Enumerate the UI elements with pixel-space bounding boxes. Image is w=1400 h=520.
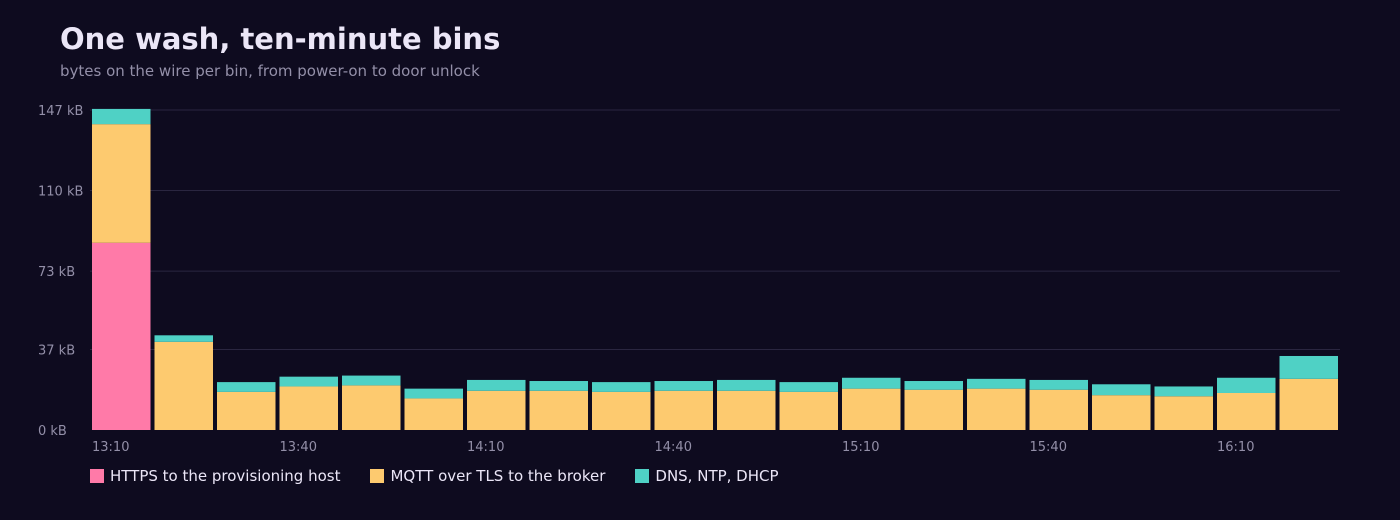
- bar-segment-1510-series-2[interactable]: [842, 377, 901, 389]
- chart-legend: HTTPS to the provisioning host MQTT over…: [90, 467, 809, 485]
- bar-segment-1310-series-1[interactable]: [92, 124, 151, 243]
- bar-segment-1430-series-2[interactable]: [592, 382, 651, 392]
- bar-segment-1320-series-1[interactable]: [154, 341, 214, 430]
- x-tick-label: 15:40: [1030, 440, 1067, 455]
- x-tick-label: 13:40: [280, 440, 317, 455]
- bar-segment-1540-series-2[interactable]: [1029, 379, 1089, 390]
- bar-segment-1610-series-2[interactable]: [1217, 377, 1276, 393]
- bar-segment-1330-series-2[interactable]: [217, 382, 276, 392]
- bar-segment-1410-series-1[interactable]: [467, 390, 526, 430]
- bar-segment-1340-series-1[interactable]: [279, 386, 339, 430]
- bar-segment-1500-series-1[interactable]: [779, 391, 839, 430]
- y-tick-label: 110 kB: [38, 185, 83, 200]
- bar-segment-1600-series-2[interactable]: [1154, 386, 1214, 397]
- y-tick-label: 0 kB: [38, 424, 67, 439]
- legend-label-mqtt: MQTT over TLS to the broker: [390, 467, 606, 485]
- bar-segment-1440-series-1[interactable]: [654, 390, 714, 430]
- bar-segment-1420-series-1[interactable]: [529, 390, 589, 430]
- y-tick-label: 147 kB: [38, 104, 83, 119]
- grid-lines: [90, 109, 1340, 350]
- bar-segment-1410-series-2[interactable]: [467, 379, 526, 391]
- bar-segment-1520-series-2[interactable]: [904, 381, 964, 390]
- bar-segment-1310-series-0[interactable]: [92, 242, 151, 430]
- bar-segment-1530-series-1[interactable]: [967, 388, 1026, 430]
- y-axis-tick-labels: 0 kB 37 kB 73 kB 110 kB 147 kB: [38, 104, 83, 439]
- bar-segment-1430-series-1[interactable]: [592, 391, 651, 430]
- legend-swatch-https: [90, 469, 104, 483]
- bar-segment-1600-series-1[interactable]: [1154, 396, 1214, 430]
- bar-segment-1450-series-1[interactable]: [717, 390, 776, 430]
- bar-segment-1320-series-2[interactable]: [154, 335, 214, 342]
- bar-segment-1340-series-2[interactable]: [279, 376, 339, 387]
- bar-segment-1620-series-1[interactable]: [1279, 378, 1339, 430]
- bar-segment-1500-series-2[interactable]: [779, 382, 839, 392]
- bar-segment-1420-series-2[interactable]: [529, 381, 589, 391]
- stacked-bar-chart: 0 kB 37 kB 73 kB 110 kB 147 kB 13:10 13:40 14:…: [38, 104, 1340, 455]
- bar-segment-1520-series-1[interactable]: [904, 389, 964, 430]
- x-tick-label: 14:10: [467, 440, 504, 455]
- y-tick-label: 73 kB: [38, 265, 75, 280]
- legend-item-dns-ntp-dhcp[interactable]: DNS, NTP, DHCP: [635, 467, 779, 485]
- bar-segment-1530-series-2[interactable]: [967, 378, 1026, 389]
- legend-swatch-mqtt: [370, 469, 385, 483]
- bar-segment-1350-series-1[interactable]: [342, 385, 401, 430]
- x-tick-label: 14:40: [655, 440, 692, 455]
- legend-label-https: HTTPS to the provisioning host: [110, 467, 341, 485]
- bar-segment-1450-series-2[interactable]: [717, 379, 776, 391]
- bar-segment-1330-series-1[interactable]: [217, 391, 276, 430]
- x-tick-label: 16:10: [1217, 440, 1254, 455]
- bar-segment-1440-series-2[interactable]: [654, 381, 714, 391]
- bar-segment-1400-series-1[interactable]: [404, 398, 464, 430]
- legend-swatch-dns-ntp-dhcp: [635, 469, 650, 483]
- bar-segment-1350-series-2[interactable]: [342, 375, 401, 386]
- bar-segment-1310-series-2[interactable]: [92, 108, 151, 125]
- bar-segment-1610-series-1[interactable]: [1217, 392, 1276, 430]
- bars: [92, 108, 1339, 430]
- bar-segment-1620-series-2[interactable]: [1279, 355, 1339, 379]
- x-tick-label: 13:10: [92, 440, 129, 455]
- bar-segment-1550-series-2[interactable]: [1092, 384, 1151, 396]
- bar-segment-1540-series-1[interactable]: [1029, 389, 1089, 430]
- chart-subtitle: bytes on the wire per bin, from power-on…: [60, 62, 480, 80]
- bar-segment-1510-series-1[interactable]: [842, 388, 901, 430]
- bar-segment-1550-series-1[interactable]: [1092, 395, 1151, 430]
- x-axis-tick-labels: 13:10 13:40 14:10 14:40 15:10 15:40 16:10: [92, 440, 1254, 455]
- x-tick-label: 15:10: [842, 440, 879, 455]
- y-tick-label: 37 kB: [38, 343, 75, 358]
- legend-item-mqtt[interactable]: MQTT over TLS to the broker: [370, 467, 605, 485]
- legend-item-https[interactable]: HTTPS to the provisioning host: [90, 467, 340, 485]
- bar-segment-1400-series-2[interactable]: [404, 388, 464, 399]
- chart-title: One wash, ten-minute bins: [60, 22, 501, 56]
- legend-label-dns-ntp-dhcp: DNS, NTP, DHCP: [655, 467, 779, 485]
